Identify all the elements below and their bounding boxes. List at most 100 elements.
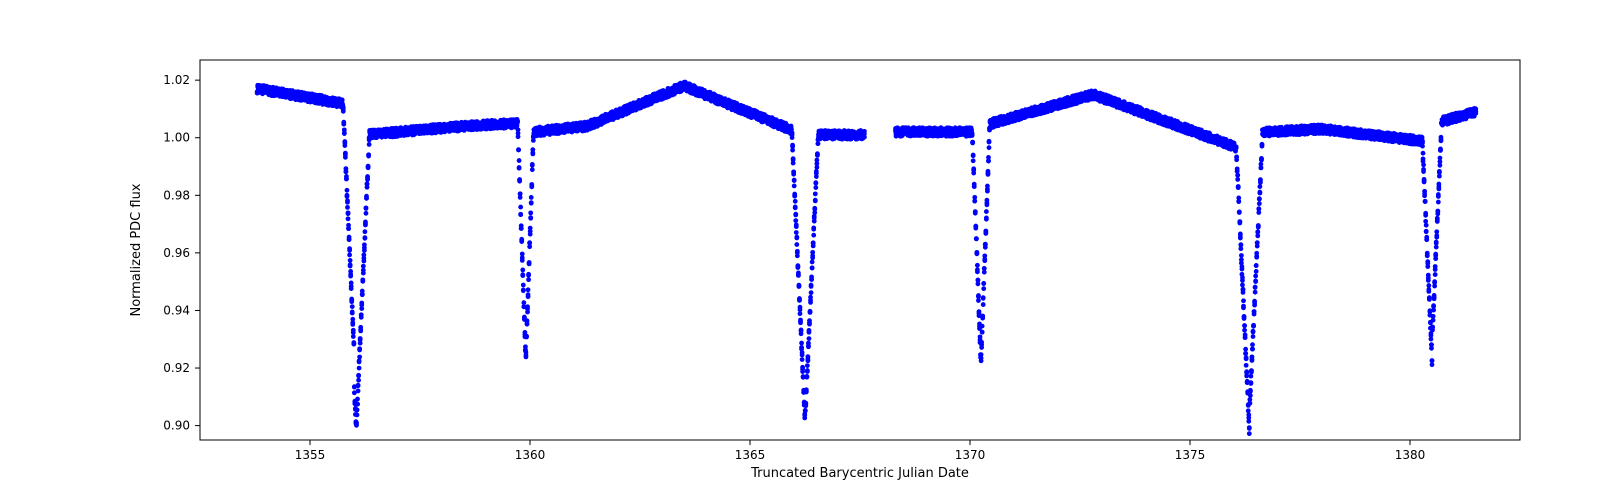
- data-point: [520, 252, 525, 257]
- data-point: [359, 301, 364, 306]
- data-point: [803, 403, 808, 408]
- data-point: [792, 178, 797, 183]
- data-point: [986, 171, 991, 176]
- data-point: [805, 368, 810, 373]
- data-point: [367, 142, 372, 147]
- data-point: [971, 158, 976, 163]
- data-point: [355, 408, 360, 413]
- data-point: [978, 334, 983, 339]
- data-point: [357, 355, 362, 360]
- data-point: [807, 328, 812, 333]
- data-point: [808, 295, 813, 300]
- data-point: [813, 185, 818, 190]
- data-point: [807, 318, 812, 323]
- data-point: [530, 162, 535, 167]
- data-point: [812, 210, 817, 215]
- data-point: [362, 242, 367, 247]
- data-point: [795, 250, 800, 255]
- data-point: [809, 290, 814, 295]
- data-point: [800, 350, 805, 355]
- data-point: [526, 287, 531, 292]
- data-point: [521, 300, 526, 305]
- data-point: [806, 354, 811, 359]
- data-point: [341, 105, 346, 110]
- data-point: [807, 336, 812, 341]
- data-point: [981, 286, 986, 291]
- data-point: [348, 272, 353, 277]
- data-point: [806, 344, 811, 349]
- data-point: [359, 315, 364, 320]
- data-point: [364, 196, 369, 201]
- data-point: [347, 237, 352, 242]
- data-point: [526, 277, 531, 282]
- plot-background: [200, 60, 1520, 440]
- data-point: [810, 265, 815, 270]
- data-point: [348, 262, 353, 267]
- data-point: [520, 258, 525, 263]
- data-point: [972, 195, 977, 200]
- data-point: [364, 211, 369, 216]
- data-point: [973, 224, 978, 229]
- data-point: [360, 277, 365, 282]
- data-point: [790, 132, 795, 137]
- data-point: [811, 227, 816, 232]
- data-point: [985, 189, 990, 194]
- data-point: [794, 242, 799, 247]
- data-point: [976, 278, 981, 283]
- data-point: [521, 283, 526, 288]
- data-point: [344, 169, 349, 174]
- data-point: [791, 156, 796, 161]
- data-point: [342, 143, 347, 148]
- data-point: [984, 209, 989, 214]
- data-point: [351, 340, 356, 345]
- data-point: [811, 233, 816, 238]
- data-point: [364, 206, 369, 211]
- data-point: [983, 231, 988, 236]
- data-point: [985, 200, 990, 205]
- data-point: [800, 357, 805, 362]
- data-point: [530, 167, 535, 172]
- data-point: [531, 138, 536, 143]
- data-point: [981, 281, 986, 286]
- data-point: [812, 206, 817, 211]
- data-point: [517, 179, 522, 184]
- data-point: [519, 238, 524, 243]
- data-point: [797, 296, 802, 301]
- data-point: [521, 288, 526, 293]
- data-point: [365, 176, 370, 181]
- data-point: [862, 132, 867, 137]
- data-point: [798, 320, 803, 325]
- data-point: [790, 144, 795, 149]
- data-point: [974, 251, 979, 256]
- data-point: [526, 273, 531, 278]
- data-point: [529, 195, 534, 200]
- data-point: [341, 120, 346, 125]
- data-point: [340, 98, 345, 103]
- data-point: [350, 310, 355, 315]
- data-point: [348, 258, 353, 263]
- data-point: [363, 235, 368, 240]
- data-point: [987, 145, 992, 150]
- data-point: [350, 322, 355, 327]
- data-point: [984, 216, 989, 221]
- data-point: [982, 266, 987, 271]
- data-point: [515, 119, 520, 124]
- data-point: [518, 205, 523, 210]
- data-point: [516, 148, 521, 153]
- data-point: [975, 267, 980, 272]
- data-point: [363, 221, 368, 226]
- data-point: [810, 260, 815, 265]
- data-point: [345, 188, 350, 193]
- data-point: [812, 216, 817, 221]
- data-point: [360, 289, 365, 294]
- data-point: [530, 150, 535, 155]
- data-point: [345, 198, 350, 203]
- data-point: [346, 226, 351, 231]
- data-point: [343, 151, 348, 156]
- data-point: [970, 141, 975, 146]
- data-point: [361, 253, 366, 258]
- data-point: [356, 378, 361, 383]
- data-point: [346, 216, 351, 221]
- data-point: [799, 341, 804, 346]
- data-point: [344, 176, 349, 181]
